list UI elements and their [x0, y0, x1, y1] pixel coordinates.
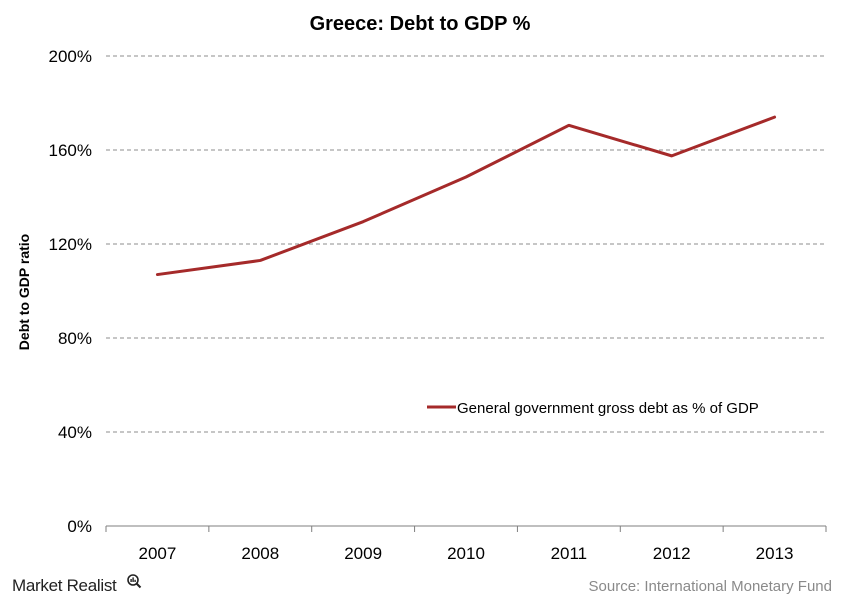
legend: General government gross debt as % of GD…	[427, 400, 759, 417]
y-tick-label: 160%	[49, 141, 92, 160]
brand-logo: Market Realist	[12, 574, 142, 595]
x-tick-label: 2013	[756, 544, 794, 563]
y-tick-labels: 0% 40% 80% 120% 160% 200%	[49, 47, 92, 536]
x-tick-label: 2010	[447, 544, 485, 563]
y-tick-label: 120%	[49, 235, 92, 254]
y-tick-label: 200%	[49, 47, 92, 66]
y-tick-label: 80%	[58, 329, 92, 348]
brand-name: Market Realist	[12, 576, 117, 595]
x-tick-label: 2008	[241, 544, 279, 563]
legend-label: General government gross debt as % of GD…	[457, 400, 759, 417]
chart-title: Greece: Debt to GDP %	[310, 13, 531, 35]
axes	[105, 525, 827, 532]
y-axis-label: Debt to GDP ratio	[16, 234, 32, 350]
y-tick-label: 0%	[67, 517, 92, 536]
y-tick-label: 40%	[58, 423, 92, 442]
x-tick-label: 2009	[344, 544, 382, 563]
series-line-0	[155, 115, 777, 277]
magnifier-icon	[127, 574, 142, 589]
x-tick-labels: 2007 2008 2009 2010 2011 2012 2013	[139, 544, 794, 563]
x-tick-label: 2007	[139, 544, 177, 563]
source-note: Source: International Monetary Fund	[589, 578, 832, 595]
x-tick-label: 2011	[551, 544, 588, 563]
x-tick-label: 2012	[653, 544, 691, 563]
grid-lines	[106, 55, 826, 433]
series	[155, 115, 777, 277]
